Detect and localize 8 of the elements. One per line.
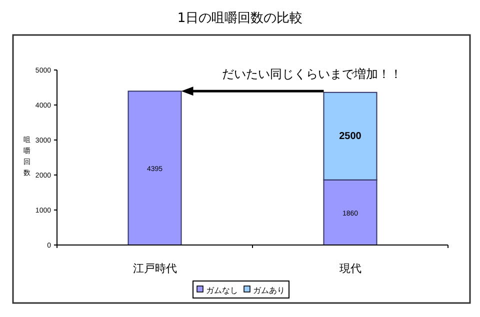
annotation: だいたい同じくらいまで増加！！: [222, 67, 402, 81]
x-tick-label: 現代: [339, 262, 362, 275]
bar: [128, 90, 182, 246]
chart-title: 1日の咀嚼回数の比較: [177, 11, 303, 26]
legend-label: ガムなし: [206, 286, 238, 295]
data-label: 2500: [339, 131, 362, 142]
x-tick-label: 江戸時代: [132, 262, 177, 275]
legend-label: ガムあり: [253, 286, 285, 295]
